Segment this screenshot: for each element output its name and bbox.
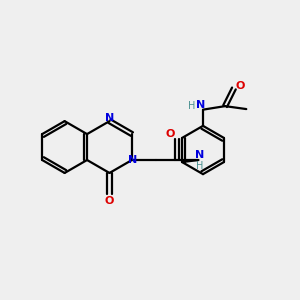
- Text: H: H: [196, 161, 204, 171]
- Text: N: N: [106, 112, 115, 123]
- Text: O: O: [236, 80, 245, 91]
- Text: N: N: [128, 155, 137, 165]
- Text: N: N: [195, 150, 205, 160]
- Text: H: H: [188, 101, 196, 111]
- Text: O: O: [165, 128, 175, 139]
- Text: N: N: [196, 100, 205, 110]
- Text: O: O: [105, 196, 114, 206]
